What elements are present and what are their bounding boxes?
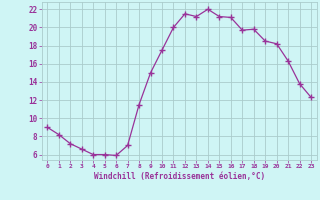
X-axis label: Windchill (Refroidissement éolien,°C): Windchill (Refroidissement éolien,°C)	[94, 172, 265, 181]
